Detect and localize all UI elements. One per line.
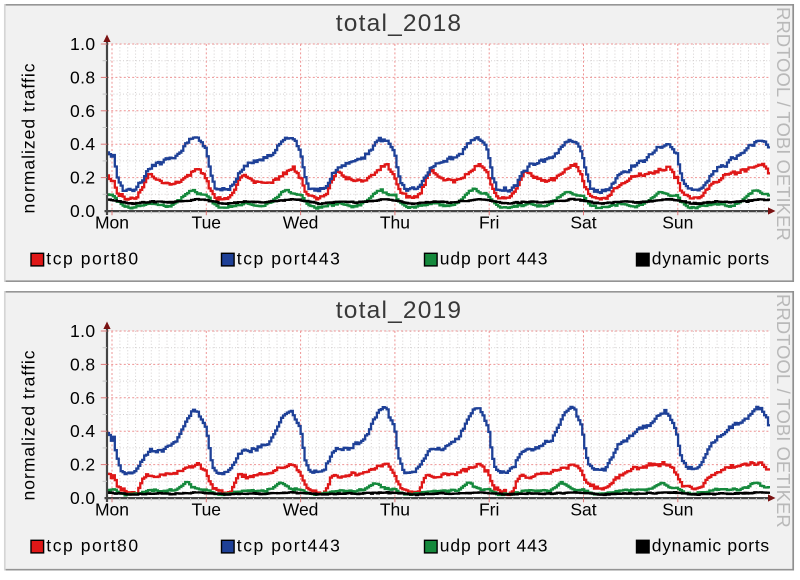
svg-text:total_2019: total_2019: [336, 297, 462, 324]
svg-text:tcp port80: tcp port80: [46, 249, 139, 269]
svg-text:normalized traffic: normalized traffic: [19, 63, 39, 214]
svg-text:RRDTOOL / TOBI OETIKER: RRDTOOL / TOBI OETIKER: [773, 7, 794, 241]
svg-text:0.6: 0.6: [70, 388, 96, 408]
svg-text:0.2: 0.2: [70, 168, 96, 188]
svg-text:dynamic ports: dynamic ports: [652, 536, 770, 556]
svg-text:Tue: Tue: [192, 213, 222, 233]
svg-text:dynamic ports: dynamic ports: [652, 249, 770, 269]
svg-text:0.8: 0.8: [70, 67, 96, 87]
svg-text:tcp port443: tcp port443: [237, 536, 342, 556]
svg-text:udp port 443: udp port 443: [440, 249, 548, 269]
svg-text:0.2: 0.2: [70, 455, 96, 475]
svg-text:total_2018: total_2018: [336, 10, 462, 37]
svg-text:Thu: Thu: [380, 500, 410, 520]
svg-text:tcp port80: tcp port80: [46, 536, 139, 556]
svg-text:0.4: 0.4: [70, 134, 96, 154]
svg-text:tcp port443: tcp port443: [237, 249, 342, 269]
svg-text:0.6: 0.6: [70, 101, 96, 121]
svg-text:normalized traffic: normalized traffic: [19, 350, 39, 501]
svg-text:Fri: Fri: [479, 500, 499, 520]
svg-text:Tue: Tue: [192, 500, 222, 520]
svg-text:udp port 443: udp port 443: [440, 536, 548, 556]
svg-text:0.0: 0.0: [70, 201, 96, 221]
svg-text:Sat: Sat: [570, 213, 596, 233]
svg-text:Mon: Mon: [95, 500, 129, 520]
svg-text:Sun: Sun: [662, 213, 693, 233]
svg-text:1.0: 1.0: [70, 321, 96, 341]
svg-text:1.0: 1.0: [70, 34, 96, 54]
svg-text:0.4: 0.4: [70, 421, 96, 441]
svg-text:RRDTOOL / TOBI OETIKER: RRDTOOL / TOBI OETIKER: [773, 294, 794, 528]
svg-text:Fri: Fri: [479, 213, 499, 233]
svg-text:Wed: Wed: [283, 500, 319, 520]
svg-text:Sun: Sun: [662, 500, 693, 520]
svg-text:0.0: 0.0: [70, 488, 96, 508]
svg-text:0.8: 0.8: [70, 354, 96, 374]
svg-text:Wed: Wed: [283, 213, 319, 233]
svg-text:Mon: Mon: [95, 213, 129, 233]
svg-text:Sat: Sat: [570, 500, 596, 520]
svg-text:Thu: Thu: [380, 213, 410, 233]
